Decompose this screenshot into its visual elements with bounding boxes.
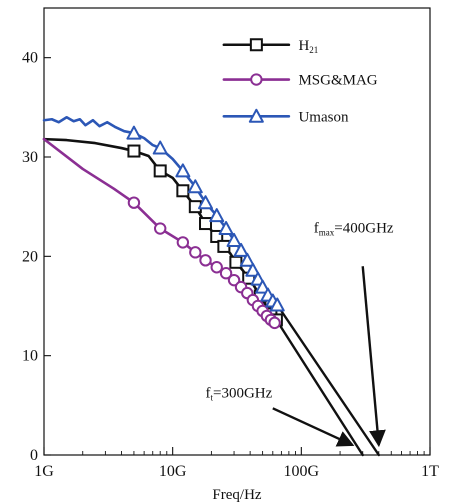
data-point-square-1-8	[229, 255, 243, 269]
data-point-triangle-3-4	[187, 179, 203, 194]
ft-arrow	[272, 407, 355, 447]
data-point-circle-2-5	[199, 254, 212, 267]
extrapolation-line-1	[275, 318, 364, 457]
data-point-triangle-3-6	[209, 208, 225, 223]
data-point-triangle-3-2	[152, 140, 168, 155]
data-point-square-1-2	[153, 164, 167, 178]
data-point-square-1-1	[127, 144, 141, 158]
data-point-triangle-3-11	[245, 262, 261, 277]
legend-label-1: H21	[298, 38, 318, 55]
data-point-triangle-3-5	[198, 195, 214, 210]
data-point-circle-2-3	[176, 236, 190, 249]
y-tick-label: 40	[22, 50, 38, 67]
plot-frame	[43, 7, 431, 456]
x-tick-label: 1G	[34, 463, 54, 480]
legend-label-3: Umason	[298, 109, 348, 125]
data-point-circle-2-4	[189, 246, 202, 259]
data-point-triangle-3-8	[226, 232, 242, 247]
annotation-layer: fmax=400GHz ft=300GHz	[206, 220, 394, 448]
legend: H21 MSG&MAG Umason	[222, 38, 378, 125]
y-tick-label: 30	[22, 149, 38, 166]
x-tick-label: 100G	[284, 463, 320, 480]
data-point-triangle-3-1	[126, 125, 142, 140]
extrapolation-line-2	[276, 303, 380, 457]
data-point-square-1-5	[199, 217, 213, 231]
data-point-circle-2-7	[219, 267, 233, 280]
data-point-triangle-3-10	[239, 252, 255, 267]
data-point-square-1-3	[176, 184, 190, 198]
y-tick-label: 10	[22, 348, 38, 365]
data-point-triangle-3-16	[269, 297, 285, 312]
data-point-triangle-3-3	[175, 163, 191, 178]
legend-marker-1	[249, 38, 263, 52]
data-point-circle-2-16	[268, 316, 281, 330]
data-point-circle-2-2	[153, 222, 167, 235]
x-axis-title: Freq/Hz	[212, 487, 261, 503]
data-point-triangle-3-13	[255, 279, 271, 294]
y-tick-label: 20	[22, 248, 38, 265]
fmax-annotation-label: fmax=400GHz	[314, 220, 394, 237]
data-point-square-1-6	[210, 229, 224, 243]
legend-label-2: MSG&MAG	[298, 73, 377, 89]
series-layer	[42, 115, 380, 457]
data-point-triangle-3-9	[233, 242, 249, 257]
axes-layer: 0 10 20 30 40 1G 10G 100G 1T Freq/Hz	[22, 7, 439, 503]
data-point-circle-2-1	[127, 196, 141, 209]
ft-annotation-label: ft=300GHz	[206, 385, 273, 402]
data-point-triangle-3-7	[218, 221, 234, 236]
x-tick-label: 1T	[421, 463, 439, 480]
legend-marker-2	[250, 73, 263, 86]
x-tick-label: 10G	[159, 463, 187, 480]
legend-marker-3	[248, 108, 264, 123]
fmax-arrow	[361, 266, 386, 448]
y-tick-label: 0	[30, 447, 38, 464]
data-point-circle-2-6	[210, 261, 223, 274]
